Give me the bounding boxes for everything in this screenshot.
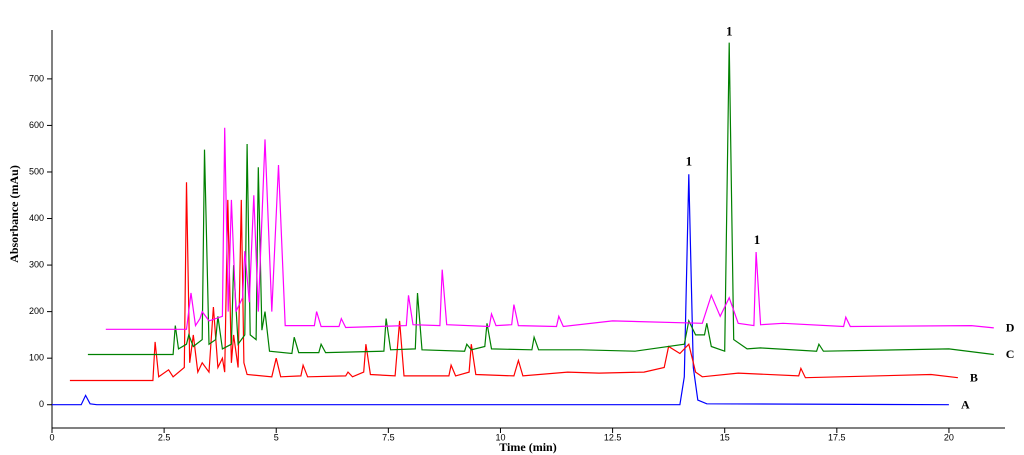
x-tick-label: 2.5 bbox=[158, 432, 171, 442]
x-tick-label: 7.5 bbox=[382, 432, 395, 442]
y-tick-label: 500 bbox=[29, 166, 44, 176]
y-tick-label: 700 bbox=[29, 73, 44, 83]
annotation: 1 bbox=[754, 232, 761, 247]
series-label: D bbox=[1006, 321, 1015, 335]
y-tick-label: 300 bbox=[29, 259, 44, 269]
series-label: C bbox=[1006, 347, 1015, 361]
x-tick-label: 5 bbox=[274, 432, 279, 442]
x-tick-label: 20 bbox=[944, 432, 954, 442]
annotation: 1 bbox=[686, 154, 693, 169]
series-label: B bbox=[970, 370, 978, 384]
series-line bbox=[69, 182, 958, 382]
series-label: A bbox=[961, 397, 970, 411]
series-line bbox=[87, 42, 994, 356]
x-tick-label: 0 bbox=[49, 432, 54, 442]
y-tick-label: 400 bbox=[29, 213, 44, 223]
series-line bbox=[52, 174, 949, 406]
x-axis-title: Time (min) bbox=[499, 440, 556, 454]
x-tick-label: 10 bbox=[495, 432, 505, 442]
y-tick-label: 600 bbox=[29, 120, 44, 130]
y-tick-label: 100 bbox=[29, 353, 44, 363]
annotation: 1 bbox=[726, 23, 733, 38]
series-line bbox=[105, 127, 994, 330]
x-tick-label: 12.5 bbox=[604, 432, 622, 442]
y-tick-label: 200 bbox=[29, 306, 44, 316]
y-axis-title: Absorbance (mAu) bbox=[7, 165, 21, 263]
x-tick-label: 15 bbox=[720, 432, 730, 442]
y-tick-label: 0 bbox=[39, 399, 44, 409]
x-tick-label: 17.5 bbox=[828, 432, 846, 442]
